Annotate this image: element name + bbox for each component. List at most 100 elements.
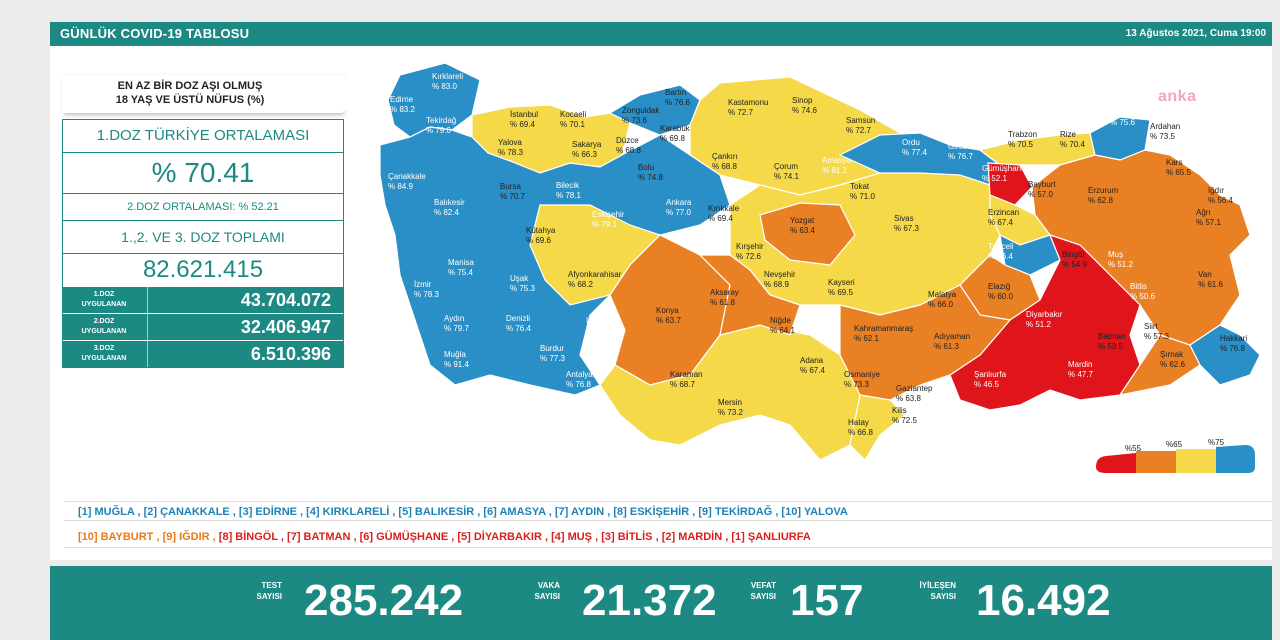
date-label: 13 Ağustos 2021, Cuma 19:00	[1125, 28, 1266, 39]
page-title: GÜNLÜK COVID-19 TABLOSU	[60, 26, 250, 41]
province-name: Karabük	[660, 124, 691, 133]
dose-sublabel: UYGULANAN	[81, 328, 127, 335]
dose-row: 3.DOZ UYGULANAN 6.510.396	[63, 340, 343, 367]
province-name: Bursa	[500, 182, 521, 191]
province-value: % 78.3	[498, 148, 523, 157]
legend-red	[1096, 453, 1136, 473]
province-name: Kütahya	[526, 226, 556, 235]
province-value: % 73.2	[718, 408, 743, 417]
province-value: % 76.8	[566, 380, 591, 389]
province-value: % 79.1	[592, 220, 617, 229]
province-name: Bartın	[665, 88, 686, 97]
province-name: Gümüşhane	[982, 164, 1026, 173]
province-value: % 65.5	[1166, 168, 1191, 177]
turkey-map: Kırklareli % 83.0 Edirne % 83.2 Tekirdağ…	[379, 62, 1261, 473]
province-name: Amasya	[822, 156, 851, 165]
province-value: % 81.2	[822, 166, 847, 175]
province-name: Edirne	[390, 95, 414, 104]
death-label: VEFAT	[750, 581, 776, 590]
case-sublabel: SAYISI	[534, 592, 561, 601]
recovered-label: İYİLEŞEN	[919, 581, 956, 590]
province-value: % 57.1	[1196, 218, 1221, 227]
province-name: Ardahan	[1150, 122, 1180, 131]
province-value: % 70.1	[560, 120, 585, 129]
province-name: Iğdır	[1208, 186, 1224, 195]
province-value: % 69.6	[526, 236, 551, 245]
province-value: % 76.8	[1220, 344, 1245, 353]
province-name: Elazığ	[988, 282, 1010, 291]
arrow-icon	[342, 75, 364, 113]
province-value: % 75.6	[1110, 118, 1135, 127]
province-name: Sivas	[894, 214, 914, 223]
province-name: Kocaeli	[560, 110, 586, 119]
province-name: Kırşehir	[736, 242, 764, 251]
legend-label: %75	[1208, 438, 1225, 447]
province-value: % 60.0	[988, 292, 1013, 301]
province-name: Ankara	[666, 198, 692, 207]
province-name: Bitlis	[1130, 282, 1147, 291]
province-value: % 62.8	[1088, 196, 1113, 205]
province-value: % 70.4	[1060, 140, 1085, 149]
province-name: Bilecik	[556, 181, 580, 190]
province-name: Kırıkkale	[708, 204, 740, 213]
bottom-list-item: [3] BİTLİS ,	[601, 531, 662, 543]
region-hatay	[849, 394, 906, 461]
top-provinces-list: [1] MUĞLA , [2] ÇANAKKALE , [3] EDİRNE ,…	[64, 501, 1272, 521]
province-name: Siirt	[1144, 322, 1159, 331]
province-value: % 66.8	[848, 428, 873, 437]
legend-label: %55	[1125, 444, 1142, 453]
test-label: TEST	[261, 581, 282, 590]
province-name: Samsun	[846, 116, 875, 125]
province-name: Diyarbakır	[1026, 310, 1063, 319]
dose-value: 6.510.396	[250, 344, 331, 364]
avg1-title: 1.DOZ TÜRKİYE ORTALAMASI	[63, 120, 343, 153]
province-name: Tekirdağ	[426, 116, 456, 125]
province-value: % 52.1	[982, 174, 1007, 183]
map-legend: %55 %65 %75	[1096, 438, 1255, 473]
daily-stats-footer: TEST SAYISI 285.242 VAKA SAYISI 21.372 V…	[50, 566, 1272, 640]
province-value: % 61.3	[934, 342, 959, 351]
province-value: % 79.7	[444, 324, 469, 333]
bottom-list-item: [5] DİYARBAKIR ,	[457, 531, 552, 543]
recovered-count: 16.492	[976, 576, 1111, 625]
province-name: Adıyaman	[934, 332, 970, 341]
region-gumushane	[987, 162, 1033, 206]
province-name: Burdur	[540, 344, 564, 353]
bottom-list-item: [7] BATMAN ,	[287, 531, 360, 543]
province-name: Bingöl	[1062, 250, 1084, 259]
province-value: % 74.1	[774, 172, 799, 181]
bottom-list-item: [6] GÜMÜŞHANE ,	[359, 531, 458, 543]
dose-value: 43.704.072	[240, 290, 331, 310]
province-value: % 68.9	[764, 280, 789, 289]
bottom-list-item: [10] BAYBURT ,	[78, 531, 163, 543]
bottom-list-item: [1] ŞANLIURFA	[731, 531, 811, 543]
province-name: Mardin	[1068, 360, 1092, 369]
province-name: Yalova	[498, 138, 522, 147]
total-value: 82.621.415	[142, 256, 264, 283]
province-value: % 74.8	[638, 173, 663, 182]
province-value: % 69.4	[708, 214, 733, 223]
province-value: % 78.1	[556, 191, 581, 200]
province-name: Nevşehir	[764, 270, 796, 279]
province-value: % 62.6	[1160, 360, 1185, 369]
province-name: Artvin	[1110, 108, 1130, 117]
province-name: Gaziantep	[896, 384, 933, 393]
province-name: Aksaray	[710, 288, 739, 297]
province-value: % 63.8	[896, 394, 921, 403]
province-value: % 53.5	[1098, 342, 1123, 351]
province-name: Zonguldak	[622, 106, 660, 115]
province-name: Düzce	[616, 136, 639, 145]
region-yozgat	[759, 202, 856, 266]
province-name: Kilis	[892, 406, 907, 415]
province-name: Giresun	[948, 142, 976, 151]
province-value: % 76.4	[988, 252, 1013, 261]
province-name: Manisa	[448, 258, 474, 267]
province-value: % 79.0	[426, 126, 451, 135]
province-value: % 54.9	[1062, 260, 1087, 269]
dose-row: 2.DOZ UYGULANAN 32.406.947	[63, 313, 343, 340]
province-name: Şanlıurfa	[974, 370, 1007, 379]
province-value: % 76.7	[948, 152, 973, 161]
province-value: % 56.4	[1208, 196, 1233, 205]
label-line-1: EN AZ BİR DOZ AŞI OLMUŞ	[117, 80, 263, 92]
province-name: Erzurum	[1088, 186, 1119, 195]
